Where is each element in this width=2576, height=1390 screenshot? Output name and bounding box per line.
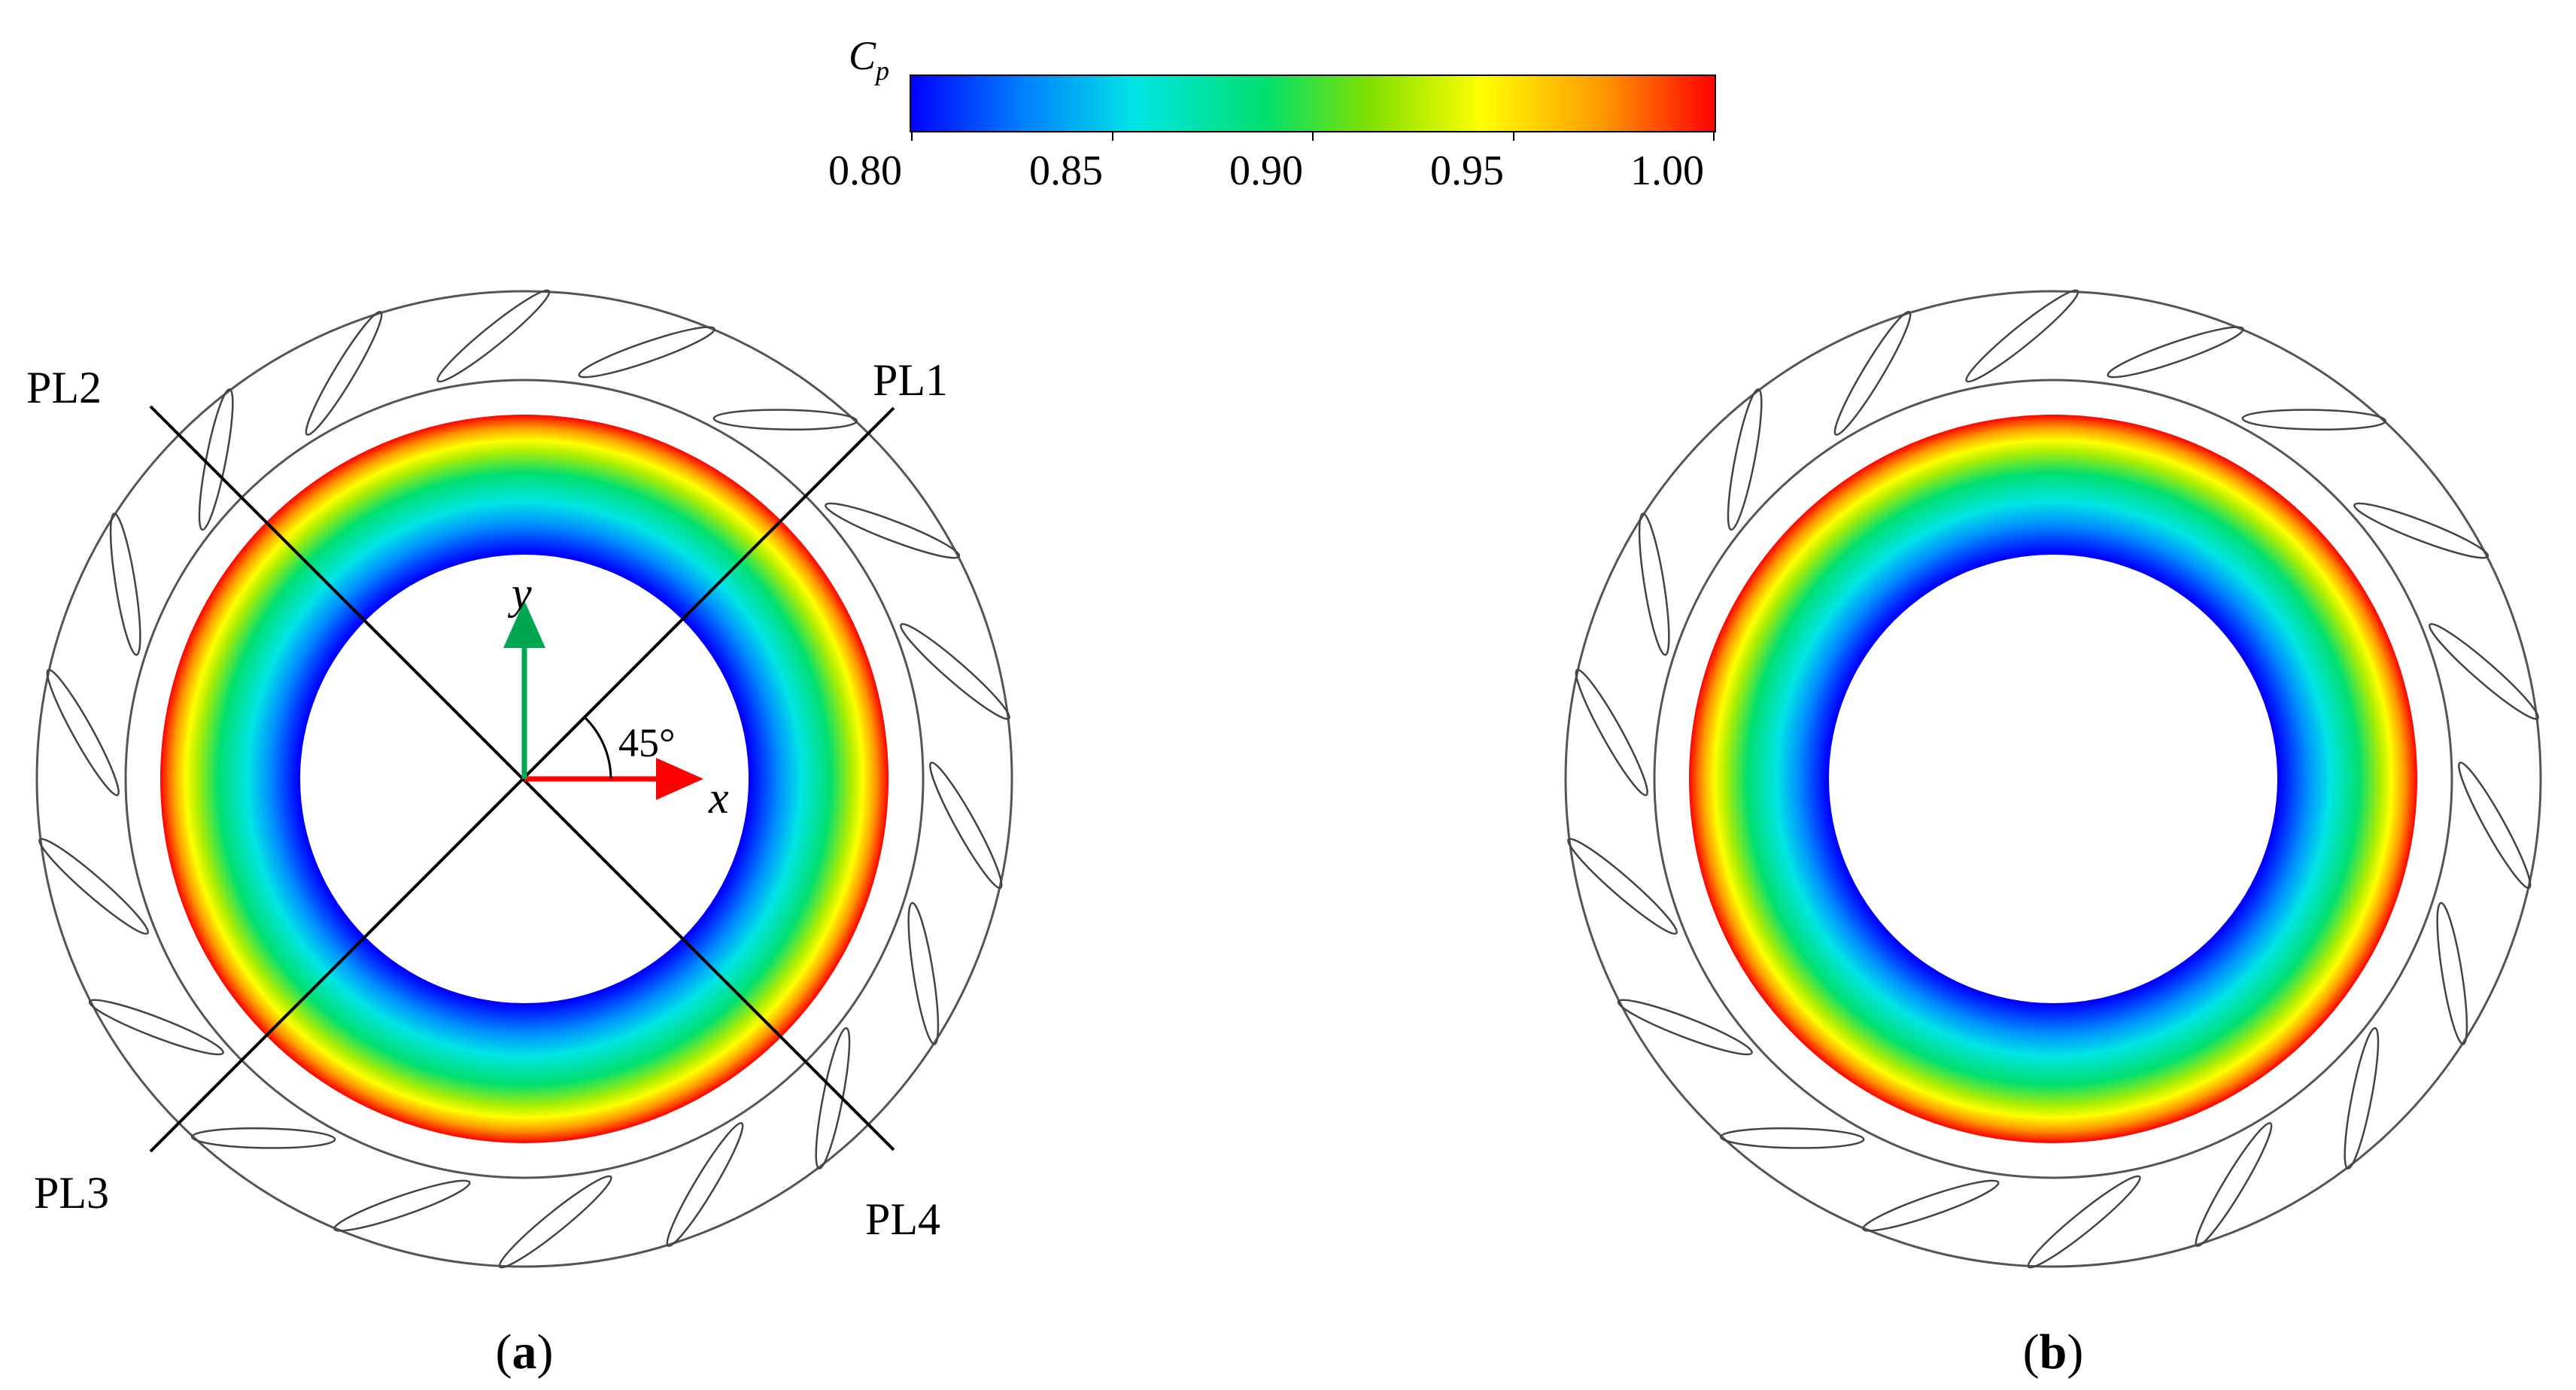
guide-vane: [1617, 999, 1753, 1056]
colorbar-tick-label: 0.95: [1430, 148, 1504, 194]
angle-label: 45°: [618, 720, 676, 765]
probe-line-label-pl4: PL4: [865, 1194, 940, 1244]
colorbar-tick-label: 0.90: [1229, 148, 1303, 194]
guide-vane: [2241, 409, 2387, 431]
guide-vane: [1965, 289, 2079, 383]
probe-line-label-pl1: PL1: [873, 355, 948, 405]
guide-vane: [815, 1027, 851, 1169]
guide-vane: [2027, 1175, 2141, 1269]
guide-vane: [2344, 1027, 2380, 1169]
guide-vane: [907, 902, 940, 1045]
guide-vane: [190, 1127, 336, 1149]
guide-vane: [929, 762, 1003, 890]
panel-caption-b: (b): [2023, 1325, 2084, 1379]
guide-vane: [2353, 502, 2489, 559]
guide-vane: [2436, 902, 2468, 1045]
colorbar-gradient: [910, 75, 1716, 132]
colorbar-tick-label: 0.85: [1029, 148, 1103, 194]
colorbar-symbol: C: [849, 33, 876, 78]
guide-vane: [2195, 1122, 2273, 1247]
y-axis-label: y: [507, 568, 532, 618]
colorbar: Cp 0.80 0.85 0.90 0.95 1.00: [828, 33, 1716, 194]
guide-vane: [578, 326, 715, 379]
inner-casing-ring: [1653, 379, 2453, 1179]
guide-vane: [2107, 326, 2244, 379]
outer-casing-ring: [1564, 290, 2542, 1268]
guide-vane: [46, 668, 120, 796]
guide-vane: [1862, 1179, 2000, 1232]
guide-vane: [436, 289, 551, 383]
guide-vane: [333, 1179, 471, 1232]
guide-vane: [712, 409, 858, 431]
panel-a: PL1 PL2 PL3 PL4 x y 45° (a): [26, 289, 1013, 1379]
hub-circle: [1829, 555, 2277, 1003]
guide-vane: [2429, 622, 2539, 720]
guide-vane: [498, 1175, 612, 1269]
colorbar-subscript: p: [873, 56, 889, 86]
guide-vane: [198, 388, 234, 531]
colorbar-tick-label: 1.00: [1630, 148, 1704, 194]
probe-line-label-pl2: PL2: [26, 363, 102, 412]
x-axis-label: x: [708, 773, 729, 823]
guide-vane: [1727, 388, 1763, 531]
guide-vane: [900, 622, 1010, 720]
colorbar-tick-marks: [911, 132, 1715, 141]
probe-line-label-pl3: PL3: [34, 1168, 109, 1218]
panel-b: (b): [1564, 289, 2542, 1379]
guide-vane: [825, 502, 961, 559]
guide-vane: [666, 1122, 744, 1247]
guide-vane: [1575, 668, 1648, 796]
angle-arc: [584, 716, 612, 780]
guide-vane: [38, 838, 149, 935]
vane-ring: [1567, 289, 2539, 1269]
guide-vane: [1719, 1127, 1865, 1149]
guide-vane: [109, 513, 141, 656]
guide-vane: [2458, 762, 2532, 890]
guide-vane: [1567, 838, 1678, 935]
guide-vane: [1638, 513, 1670, 656]
inner-casing-ring: [124, 379, 925, 1179]
guide-vane: [88, 999, 224, 1056]
colorbar-title: Cp: [849, 33, 889, 86]
outer-casing-ring: [35, 290, 1013, 1268]
guide-vane: [305, 311, 383, 436]
guide-vane: [1833, 311, 1912, 436]
panel-caption-a: (a): [496, 1325, 554, 1379]
colorbar-tick-label: 0.80: [828, 148, 902, 194]
